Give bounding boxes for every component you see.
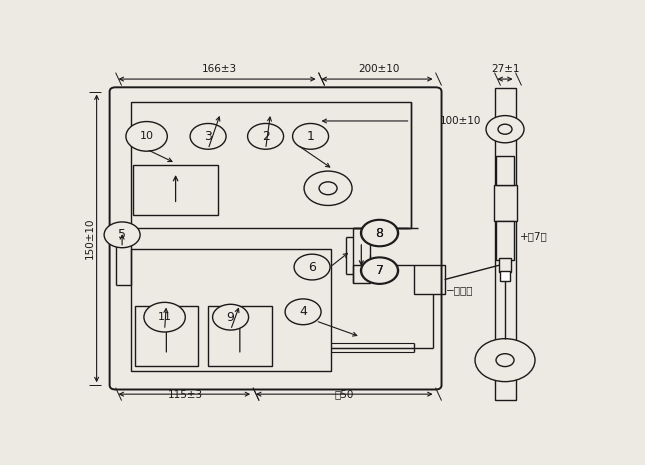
Bar [413, 265, 444, 294]
Circle shape [248, 124, 284, 149]
Text: +：7カ: +：7カ [519, 232, 547, 242]
Text: 7: 7 [375, 264, 384, 277]
Bar [495, 88, 515, 399]
Circle shape [362, 258, 397, 284]
Text: 3: 3 [204, 130, 212, 143]
Text: 5: 5 [118, 228, 126, 241]
Text: 4: 4 [299, 306, 307, 319]
Text: 終50: 終50 [335, 390, 354, 399]
Text: 8: 8 [375, 226, 384, 239]
Text: 100±10: 100±10 [439, 116, 481, 126]
Circle shape [294, 254, 330, 280]
Bar [133, 165, 218, 215]
Text: 8: 8 [375, 226, 384, 239]
Circle shape [498, 124, 512, 134]
Bar [499, 258, 511, 272]
Bar [500, 271, 510, 281]
Circle shape [486, 116, 524, 143]
Text: 166±3: 166±3 [202, 65, 237, 74]
Text: 115±3: 115±3 [168, 390, 203, 399]
Bar [493, 185, 517, 220]
Circle shape [144, 302, 185, 332]
Text: 27±1: 27±1 [491, 65, 519, 74]
Circle shape [361, 257, 399, 284]
Circle shape [293, 124, 328, 149]
Bar [208, 306, 272, 365]
Text: 9: 9 [226, 311, 235, 324]
Text: 1: 1 [306, 130, 315, 143]
Circle shape [104, 222, 140, 248]
Bar [130, 102, 411, 228]
Circle shape [285, 299, 321, 325]
Bar [353, 228, 370, 283]
Bar [135, 306, 198, 365]
Bar [496, 156, 514, 185]
Bar [130, 249, 330, 371]
Circle shape [213, 304, 248, 330]
Text: 10: 10 [139, 131, 154, 141]
Circle shape [190, 124, 226, 149]
Text: 200±10: 200±10 [358, 65, 399, 74]
Text: −：クロ: −：クロ [446, 286, 473, 295]
Circle shape [361, 219, 399, 246]
Text: 150±10: 150±10 [84, 218, 95, 259]
Text: 7: 7 [375, 264, 384, 277]
Circle shape [126, 121, 167, 151]
Text: 2: 2 [262, 130, 270, 143]
Circle shape [496, 354, 514, 366]
Circle shape [362, 220, 397, 246]
Text: 11: 11 [157, 312, 172, 322]
Bar [496, 220, 514, 260]
Circle shape [475, 339, 535, 382]
Text: 6: 6 [308, 260, 316, 273]
